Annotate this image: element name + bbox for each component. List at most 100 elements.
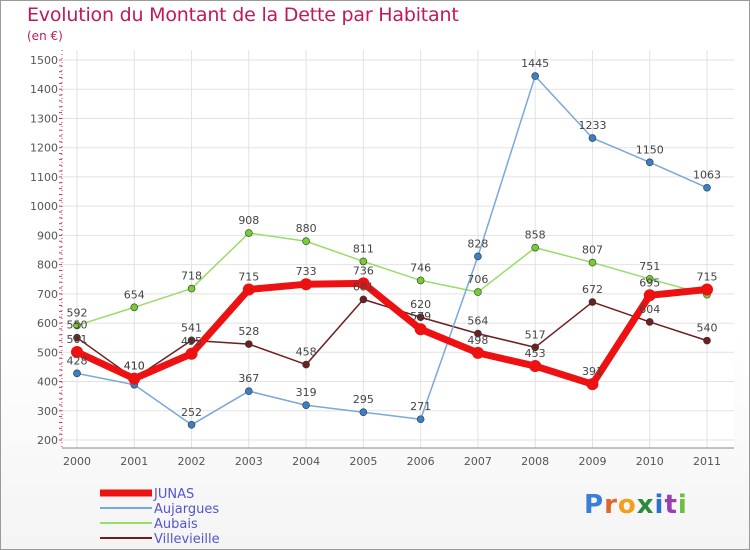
data-point-junas: [300, 278, 313, 291]
data-label-junas: 391: [582, 365, 603, 378]
data-label-aujargues: 319: [296, 386, 317, 399]
data-point-villevieille: [416, 313, 425, 322]
data-label-aubais: 592: [67, 306, 88, 319]
data-label-junas: 501: [67, 333, 88, 346]
data-label-aubais: 751: [639, 260, 660, 273]
data-point-villevieille: [73, 333, 81, 342]
x-tick-label: 2006: [407, 455, 435, 468]
data-point-aujargues: [359, 408, 368, 417]
x-tick-label: 2005: [349, 455, 377, 468]
x-tick-label: 2010: [636, 455, 664, 468]
x-tick-label: 2001: [120, 455, 148, 468]
data-point-aujargues: [416, 415, 425, 424]
data-point-aujargues: [645, 158, 654, 167]
data-label-villevieille: 410: [124, 360, 145, 373]
legend-label-aubais: Aubais: [154, 517, 198, 532]
data-label-junas: 453: [525, 347, 546, 360]
data-point-junas: [586, 378, 599, 391]
data-point-junas: [529, 360, 542, 373]
chart-title: Evolution du Montant de la Dette par Hab…: [27, 4, 459, 26]
data-point-villevieille: [302, 360, 310, 369]
data-point-aubais: [474, 288, 482, 296]
data-label-villevieille: 541: [181, 321, 202, 334]
series-line-aubais: [76, 232, 708, 327]
data-label-aubais: 746: [410, 261, 431, 274]
y-tick-label: 200: [37, 434, 58, 447]
logo-letter: i: [654, 490, 665, 520]
data-point-aubais: [187, 284, 196, 293]
chart-subtitle: (en €): [27, 29, 63, 43]
data-point-aujargues: [703, 183, 711, 192]
data-label-aujargues: 1445: [521, 57, 549, 70]
plot-area: [62, 50, 734, 448]
data-point-aubais: [245, 229, 253, 237]
data-point-aubais: [531, 243, 539, 252]
data-point-aubais: [588, 258, 597, 267]
series-line-aujargues: [76, 75, 708, 426]
data-label-aubais: 706: [467, 273, 488, 286]
proxiti-logo: Proxiti: [584, 490, 688, 520]
data-label-aujargues: 271: [410, 400, 431, 413]
data-label-villevieille: 672: [582, 283, 603, 296]
data-point-villevieille: [531, 343, 539, 352]
y-tick-label: 1400: [30, 83, 58, 96]
data-label-aujargues: 1150: [636, 143, 664, 156]
data-label-aubais: 908: [238, 214, 259, 227]
data-point-villevieille: [359, 295, 368, 304]
data-point-junas: [71, 346, 83, 359]
data-point-aubais: [645, 275, 654, 283]
data-label-junas: 579: [410, 310, 431, 323]
series-line-junas: [73, 279, 711, 388]
data-label-junas: 495: [181, 335, 202, 348]
data-label-aujargues: 1063: [693, 169, 721, 182]
data-label-villevieille: 620: [410, 298, 431, 311]
data-label-aujargues: 252: [181, 406, 202, 419]
data-point-aubais: [359, 257, 368, 266]
data-label-aujargues: 367: [238, 372, 259, 385]
logo-letter: r: [604, 490, 618, 520]
data-point-junas: [128, 372, 141, 385]
y-tick-label: 1000: [30, 200, 58, 213]
data-label-junas: 410: [124, 360, 145, 373]
data-label-junas: 695: [639, 276, 660, 289]
logo-letter: x: [636, 490, 655, 520]
legend-label-villevieille: Villevieille: [154, 532, 220, 547]
data-point-aujargues: [73, 369, 81, 378]
data-point-aujargues: [588, 134, 597, 142]
y-tick-label: 700: [37, 288, 58, 301]
data-point-villevieille: [588, 298, 597, 306]
data-label-junas: 498: [467, 334, 488, 347]
data-point-aubais: [130, 303, 139, 312]
logo-letter: P: [584, 490, 605, 520]
logo-letter: o: [617, 490, 637, 520]
data-point-villevieille: [245, 340, 253, 348]
y-tick-label: 400: [37, 376, 58, 389]
data-label-junas: 715: [238, 270, 259, 283]
data-label-junas: 733: [296, 265, 317, 278]
data-label-aujargues: 828: [467, 237, 488, 250]
data-point-aujargues: [531, 72, 539, 80]
data-label-aubais: 880: [296, 222, 317, 235]
x-tick-label: 2007: [464, 455, 492, 468]
logo-letter: t: [664, 490, 678, 520]
data-label-aubais: 858: [525, 229, 546, 242]
data-label-villevieille: 681: [353, 280, 374, 293]
legend-label-junas: JUNAS: [153, 487, 194, 502]
legend-label-aujargues: Aujargues: [154, 502, 219, 517]
data-label-villevieille: 604: [639, 303, 660, 316]
data-point-aubais: [416, 276, 425, 285]
data-point-junas: [357, 277, 370, 290]
logo-letter: i: [677, 490, 688, 520]
data-label-aubais: 654: [124, 288, 145, 301]
data-point-junas: [643, 289, 656, 302]
data-point-aujargues: [187, 420, 196, 429]
data-point-aujargues: [474, 252, 482, 261]
y-tick-label: 300: [37, 405, 58, 418]
y-tick-label: 1100: [30, 171, 58, 184]
x-tick-label: 2009: [578, 455, 606, 468]
data-label-villevieille: 528: [238, 325, 259, 338]
data-point-aujargues: [245, 387, 253, 395]
data-label-villevieille: 517: [525, 328, 546, 341]
y-tick-label: 1300: [30, 112, 58, 125]
y-tick-label: 1500: [30, 54, 58, 67]
